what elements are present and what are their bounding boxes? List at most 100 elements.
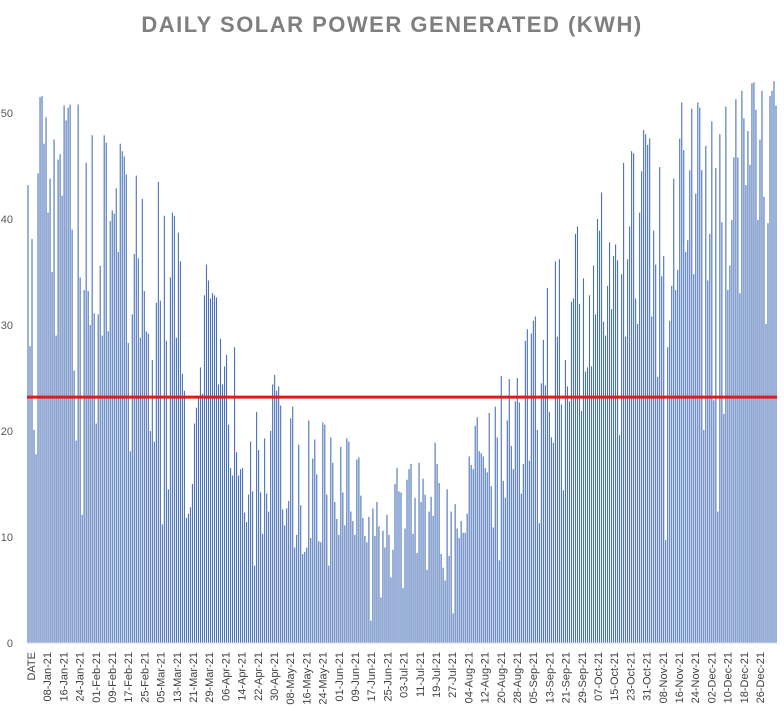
bar xyxy=(494,406,496,643)
bar xyxy=(594,314,597,643)
bar xyxy=(629,226,631,644)
bar xyxy=(294,547,296,643)
bar xyxy=(195,407,197,643)
bar xyxy=(592,265,595,643)
bar xyxy=(446,489,448,643)
bar xyxy=(181,373,183,643)
bar xyxy=(189,507,191,643)
bar xyxy=(382,530,384,643)
x-tick-label: 24-Nov-21 xyxy=(690,652,702,703)
bar xyxy=(689,170,691,644)
bar xyxy=(590,366,593,643)
bar xyxy=(448,556,450,643)
bar xyxy=(242,468,244,643)
bar xyxy=(773,81,775,643)
bar xyxy=(89,325,91,643)
bar xyxy=(613,256,615,643)
bar xyxy=(137,258,139,643)
bar xyxy=(175,337,177,643)
x-tick-label: 29-Mar-21 xyxy=(204,652,216,703)
x-tick-label: 17-Jun-21 xyxy=(366,652,378,702)
bar xyxy=(502,480,504,643)
x-tick-label: 27-Jul-21 xyxy=(447,652,459,698)
x-tick-label: 10-Dec-21 xyxy=(723,652,735,703)
bar xyxy=(765,323,767,643)
bar xyxy=(673,178,675,643)
bar xyxy=(368,516,370,643)
x-tick-label: 23-Oct-21 xyxy=(625,652,637,701)
bar xyxy=(286,508,288,643)
bar xyxy=(488,412,490,643)
bar xyxy=(183,390,185,643)
bar xyxy=(45,117,47,644)
bar xyxy=(655,264,657,643)
bar xyxy=(414,497,416,643)
bar xyxy=(444,580,446,643)
bar xyxy=(173,215,175,643)
bar xyxy=(604,335,607,643)
bar xyxy=(73,370,75,643)
bar xyxy=(721,222,723,643)
bar xyxy=(298,444,300,643)
bar xyxy=(733,157,735,643)
bar xyxy=(91,135,93,643)
x-tick-label: 22-Apr-21 xyxy=(253,652,265,701)
bar xyxy=(747,131,749,643)
bar xyxy=(430,496,432,643)
x-tick-label: 11-Jul-21 xyxy=(415,652,427,697)
bar xyxy=(65,120,67,644)
bar xyxy=(115,188,117,643)
bar xyxy=(671,285,673,643)
bar xyxy=(308,420,310,643)
bar xyxy=(167,489,169,643)
bar xyxy=(302,553,304,643)
bar xyxy=(262,533,264,643)
bar xyxy=(103,135,105,643)
bar xyxy=(370,620,372,643)
bar xyxy=(508,379,510,643)
bar xyxy=(47,212,49,643)
bar xyxy=(380,597,382,643)
bar xyxy=(572,298,575,643)
bar xyxy=(372,508,374,643)
x-tick-label: 01-Jun-21 xyxy=(334,652,346,702)
bar xyxy=(83,290,85,643)
bar xyxy=(723,414,725,643)
bar xyxy=(677,269,679,643)
bar xyxy=(416,552,418,643)
y-tick-label: 20 xyxy=(1,426,13,438)
bar xyxy=(711,121,713,644)
bar xyxy=(420,502,422,643)
bar xyxy=(117,251,119,644)
bar xyxy=(442,567,444,643)
bar xyxy=(751,83,753,643)
bar xyxy=(542,339,544,643)
bar xyxy=(55,335,57,643)
bar xyxy=(550,437,552,643)
bar xyxy=(43,143,45,644)
bar xyxy=(221,384,224,643)
bar xyxy=(376,502,378,643)
bar xyxy=(486,472,488,643)
x-tick-label: 08-Nov-21 xyxy=(658,652,670,703)
bar xyxy=(29,346,31,643)
bar xyxy=(741,90,743,644)
x-tick-label: 04-Aug-21 xyxy=(463,652,475,703)
bar xyxy=(268,511,270,643)
bar xyxy=(392,549,394,643)
bar xyxy=(163,215,165,643)
bar xyxy=(61,195,63,643)
bar xyxy=(663,256,665,643)
y-tick-label: 10 xyxy=(1,532,13,544)
bar xyxy=(125,174,127,644)
bar xyxy=(57,159,59,643)
bar xyxy=(234,347,236,643)
bar xyxy=(133,253,135,644)
bar xyxy=(79,277,81,643)
bar xyxy=(695,193,697,643)
bar xyxy=(258,450,260,643)
bar xyxy=(609,242,611,643)
bar xyxy=(452,613,454,643)
bar xyxy=(232,475,234,643)
bar xyxy=(558,259,560,643)
